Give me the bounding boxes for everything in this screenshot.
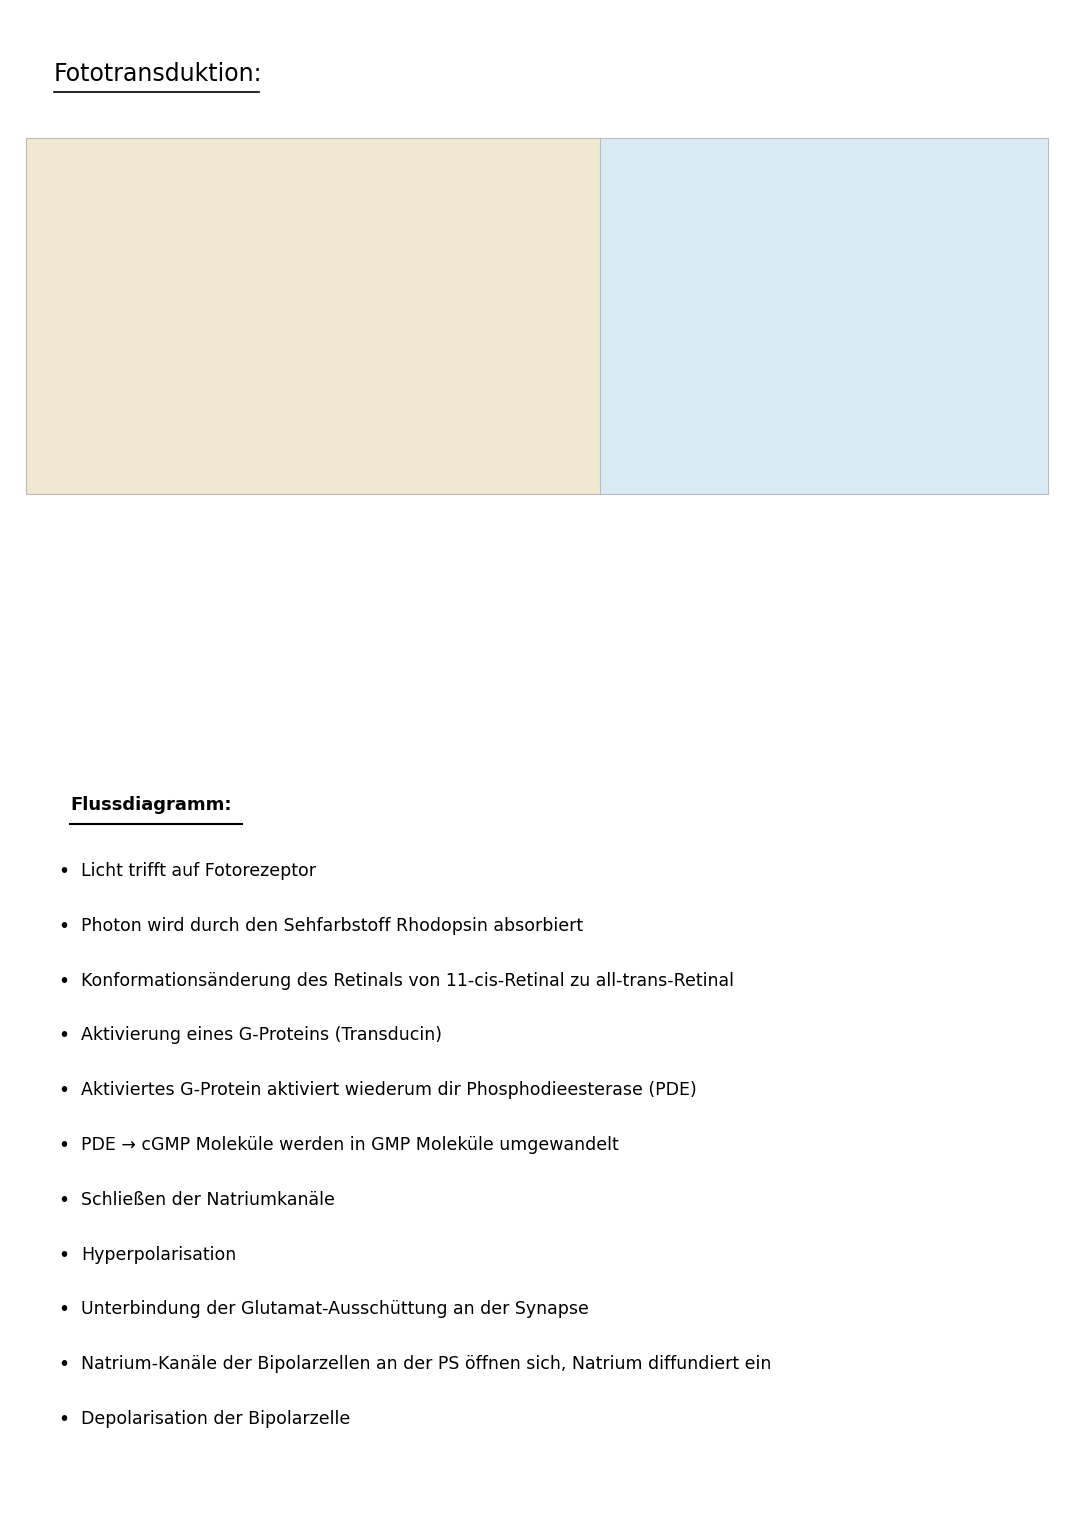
Text: Aktiviertes G-Protein aktiviert wiederum dir Phosphodieesterase (PDE): Aktiviertes G-Protein aktiviert wiederum…	[81, 1082, 697, 1099]
Text: •: •	[58, 862, 69, 882]
Text: Photon wird durch den Sehfarbstoff Rhodopsin absorbiert: Photon wird durch den Sehfarbstoff Rhodo…	[81, 917, 583, 935]
Text: Hyperpolarisation: Hyperpolarisation	[81, 1245, 237, 1264]
Text: Fototransduktion:: Fototransduktion:	[54, 63, 262, 86]
Text: •: •	[58, 1300, 69, 1319]
Text: PDE → cGMP Moleküle werden in GMP Moleküle umgewandelt: PDE → cGMP Moleküle werden in GMP Molekü…	[81, 1135, 619, 1154]
Text: Unterbindung der Glutamat-Ausschüttung an der Synapse: Unterbindung der Glutamat-Ausschüttung a…	[81, 1300, 589, 1319]
Text: Natrium-Kanäle der Bipolarzellen an der PS öffnen sich, Natrium diffundiert ein: Natrium-Kanäle der Bipolarzellen an der …	[81, 1355, 771, 1374]
Text: •: •	[58, 1082, 69, 1100]
Text: •: •	[58, 1245, 69, 1265]
Text: Flussdiagramm:: Flussdiagramm:	[70, 796, 231, 814]
Text: Aktivierung eines G-Proteins (Transducin): Aktivierung eines G-Proteins (Transducin…	[81, 1027, 442, 1045]
Text: Konformationsänderung des Retinals von 11-cis-Retinal zu all-trans-Retinal: Konformationsänderung des Retinals von 1…	[81, 972, 734, 990]
Text: •: •	[58, 1410, 69, 1429]
Text: •: •	[58, 1027, 69, 1045]
Text: Depolarisation der Bipolarzelle: Depolarisation der Bipolarzelle	[81, 1410, 350, 1429]
Text: •: •	[58, 1355, 69, 1374]
Bar	[600, 138, 1048, 494]
Text: Schließen der Natriumkanäle: Schließen der Natriumkanäle	[81, 1190, 335, 1209]
Text: •: •	[58, 972, 69, 990]
Text: •: •	[58, 917, 69, 935]
Text: •: •	[58, 1190, 69, 1210]
Text: Licht trifft auf Fotorezeptor: Licht trifft auf Fotorezeptor	[81, 862, 316, 880]
Text: •: •	[58, 1135, 69, 1155]
Bar	[26, 138, 604, 494]
